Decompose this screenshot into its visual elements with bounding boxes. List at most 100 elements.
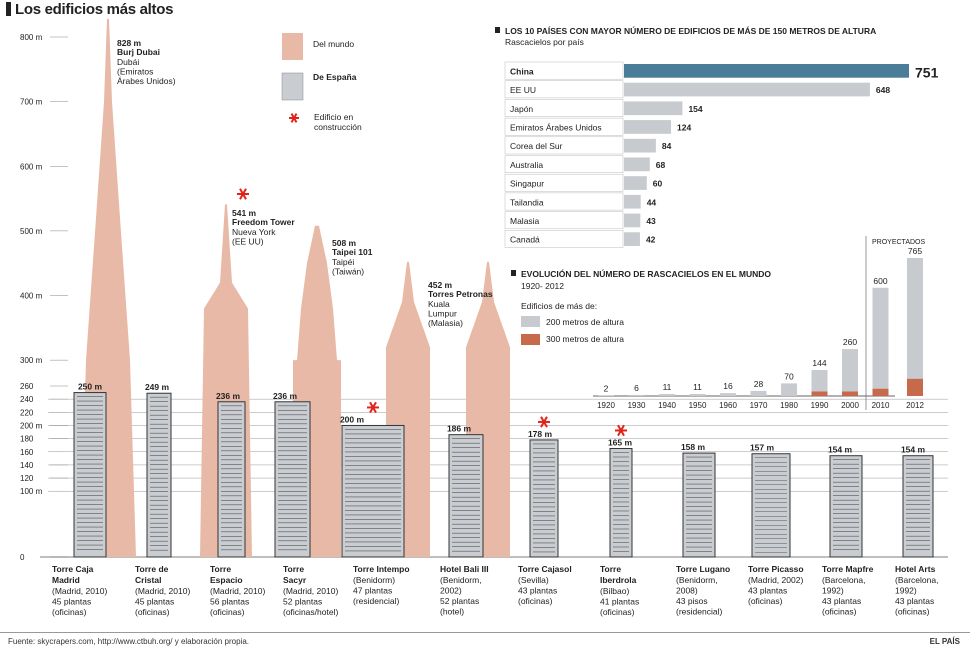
y-tick-label: 140: [20, 461, 34, 470]
evolution-bar-200: [720, 393, 736, 396]
spain-tower-12: [902, 455, 934, 558]
evolution-value-label: 765: [908, 246, 922, 256]
spain-height-label: 178 m: [528, 429, 553, 439]
evolution-year-label: 1980: [780, 401, 798, 410]
y-tick-label: 100 m: [20, 487, 43, 496]
world-location-label: Kuala: [428, 299, 450, 309]
spain-info-label: (Benidorm,: [440, 575, 482, 585]
spain-name-label: Torre de: [135, 564, 169, 574]
country-value-label: 124: [677, 122, 691, 132]
country-value-label: 648: [876, 85, 890, 95]
country-bar: [624, 82, 870, 97]
spain-tower-9: [682, 452, 716, 558]
spain-info-label: (Benidorm): [353, 575, 395, 585]
spain-info-label: (Madrid, 2010): [52, 586, 107, 596]
country-value-label: 84: [662, 141, 672, 151]
country-row-box: [504, 173, 624, 192]
spain-info-label: (Benidorm,: [676, 575, 718, 585]
spain-tower-body: [146, 392, 172, 558]
construction-star-stroke: [540, 416, 548, 428]
evolution-bar-200: [907, 258, 923, 396]
evolution-year-label: 2012: [906, 401, 924, 410]
spain-height-label: 154 m: [901, 445, 926, 455]
evolution-legend-swatch-200: [521, 316, 540, 327]
country-label: Australia: [510, 160, 543, 170]
country-bar: [624, 138, 656, 153]
evolution-value-label: 6: [634, 383, 639, 393]
evolution-value-label: 16: [723, 381, 733, 391]
spain-info-label: 43 plantas: [822, 596, 861, 606]
evolution-value-label: 600: [873, 276, 887, 286]
country-bar: [624, 157, 650, 172]
spain-info-label: (Madrid, 2010): [283, 586, 338, 596]
evolution-year-label: 2010: [872, 401, 890, 410]
country-label: EE UU: [510, 85, 536, 95]
world-name-label: Freedom Tower: [232, 217, 295, 227]
construction-star-stroke: [369, 401, 377, 414]
country-bar: [624, 232, 640, 246]
world-location-label: (Emiratos: [117, 67, 153, 77]
spain-tower-11: [829, 455, 863, 558]
country-value-label: 68: [656, 160, 666, 170]
evolution-bar-300: [872, 388, 889, 396]
spain-tower-body: [829, 455, 863, 558]
credit-label: EL PAÍS: [929, 637, 960, 646]
world-name-label: Taipei 101: [332, 247, 373, 257]
page-title: Los edificios más altos: [6, 1, 173, 18]
world-location-label: (EE UU): [232, 237, 264, 247]
country-bar: [624, 213, 641, 228]
y-tick-label: 300 m: [20, 356, 43, 365]
y-tick-label: 700 m: [20, 98, 43, 107]
evolution-legend-300: 300 metros de altura: [546, 334, 624, 344]
legend-construction-star: [289, 113, 299, 123]
spain-tower-8: [609, 447, 633, 558]
spain-info-label: 2002): [440, 586, 462, 596]
country-row-box: [504, 136, 624, 155]
spain-info-label: 41 plantas: [600, 597, 639, 607]
spain-info-label: 52 plantas: [440, 596, 479, 606]
spain-info-label: (oficinas): [518, 596, 553, 606]
country-label: Singapur: [510, 179, 544, 189]
world-location-label: Lumpur: [428, 309, 457, 319]
spain-info-label: (Madrid, 2010): [210, 586, 265, 596]
country-label: Emiratos Árabes Unidos: [510, 122, 602, 132]
evolution-legend-200: 200 metros de altura: [546, 317, 624, 327]
country-row-box: [504, 155, 624, 173]
spain-height-label: 200 m: [340, 414, 365, 424]
spain-tower-4: [274, 401, 311, 558]
evolution-bar-300: [842, 391, 858, 396]
spain-info-label: (oficinas): [52, 607, 87, 617]
spain-tower-5: [341, 424, 405, 558]
legend-spain-label: De España: [313, 72, 357, 82]
evolution-value-label: 260: [843, 337, 857, 347]
spain-info-label: 43 pisos: [676, 596, 708, 606]
spain-info-label: (oficinas): [748, 596, 783, 606]
country-label: China: [510, 66, 534, 76]
y-tick-label: 800 m: [20, 33, 43, 42]
spain-name-label: Torre Intempo: [353, 564, 410, 574]
spain-height-label: 236 m: [273, 391, 298, 401]
y-tick-label: 160: [20, 448, 34, 457]
evolution-bar-200: [659, 394, 675, 396]
construction-star: [615, 424, 627, 437]
spain-info-label: (oficinas): [895, 607, 930, 617]
evolution-year-label: 1930: [628, 401, 646, 410]
legend-construction-star-stroke: [290, 113, 298, 123]
spain-info-label: 56 plantas: [210, 597, 249, 607]
spain-info-label: (oficinas/hotel): [283, 607, 338, 617]
projected-label: PROYECTADOS: [872, 239, 925, 246]
world-name-label: Torres Petronas: [428, 289, 493, 299]
y-tick-label: 0: [20, 553, 25, 562]
spain-name-label: Torre: [283, 564, 304, 574]
spain-name-label: Hotel Bali III: [440, 564, 489, 574]
evolution-chart-subtitle: 1920- 2012: [521, 281, 564, 291]
evolution-bar-200: [811, 370, 828, 396]
spain-info-label: 1992): [822, 586, 844, 596]
evolution-legend-title: Edificios de más de:: [521, 301, 597, 311]
y-tick-label: 400 m: [20, 292, 43, 301]
legend-spain-swatch: [281, 72, 304, 101]
country-label: Corea del Sur: [510, 141, 563, 151]
spain-name-label: Hotel Arts: [895, 564, 936, 574]
spain-name-label: Iberdrola: [600, 575, 637, 585]
